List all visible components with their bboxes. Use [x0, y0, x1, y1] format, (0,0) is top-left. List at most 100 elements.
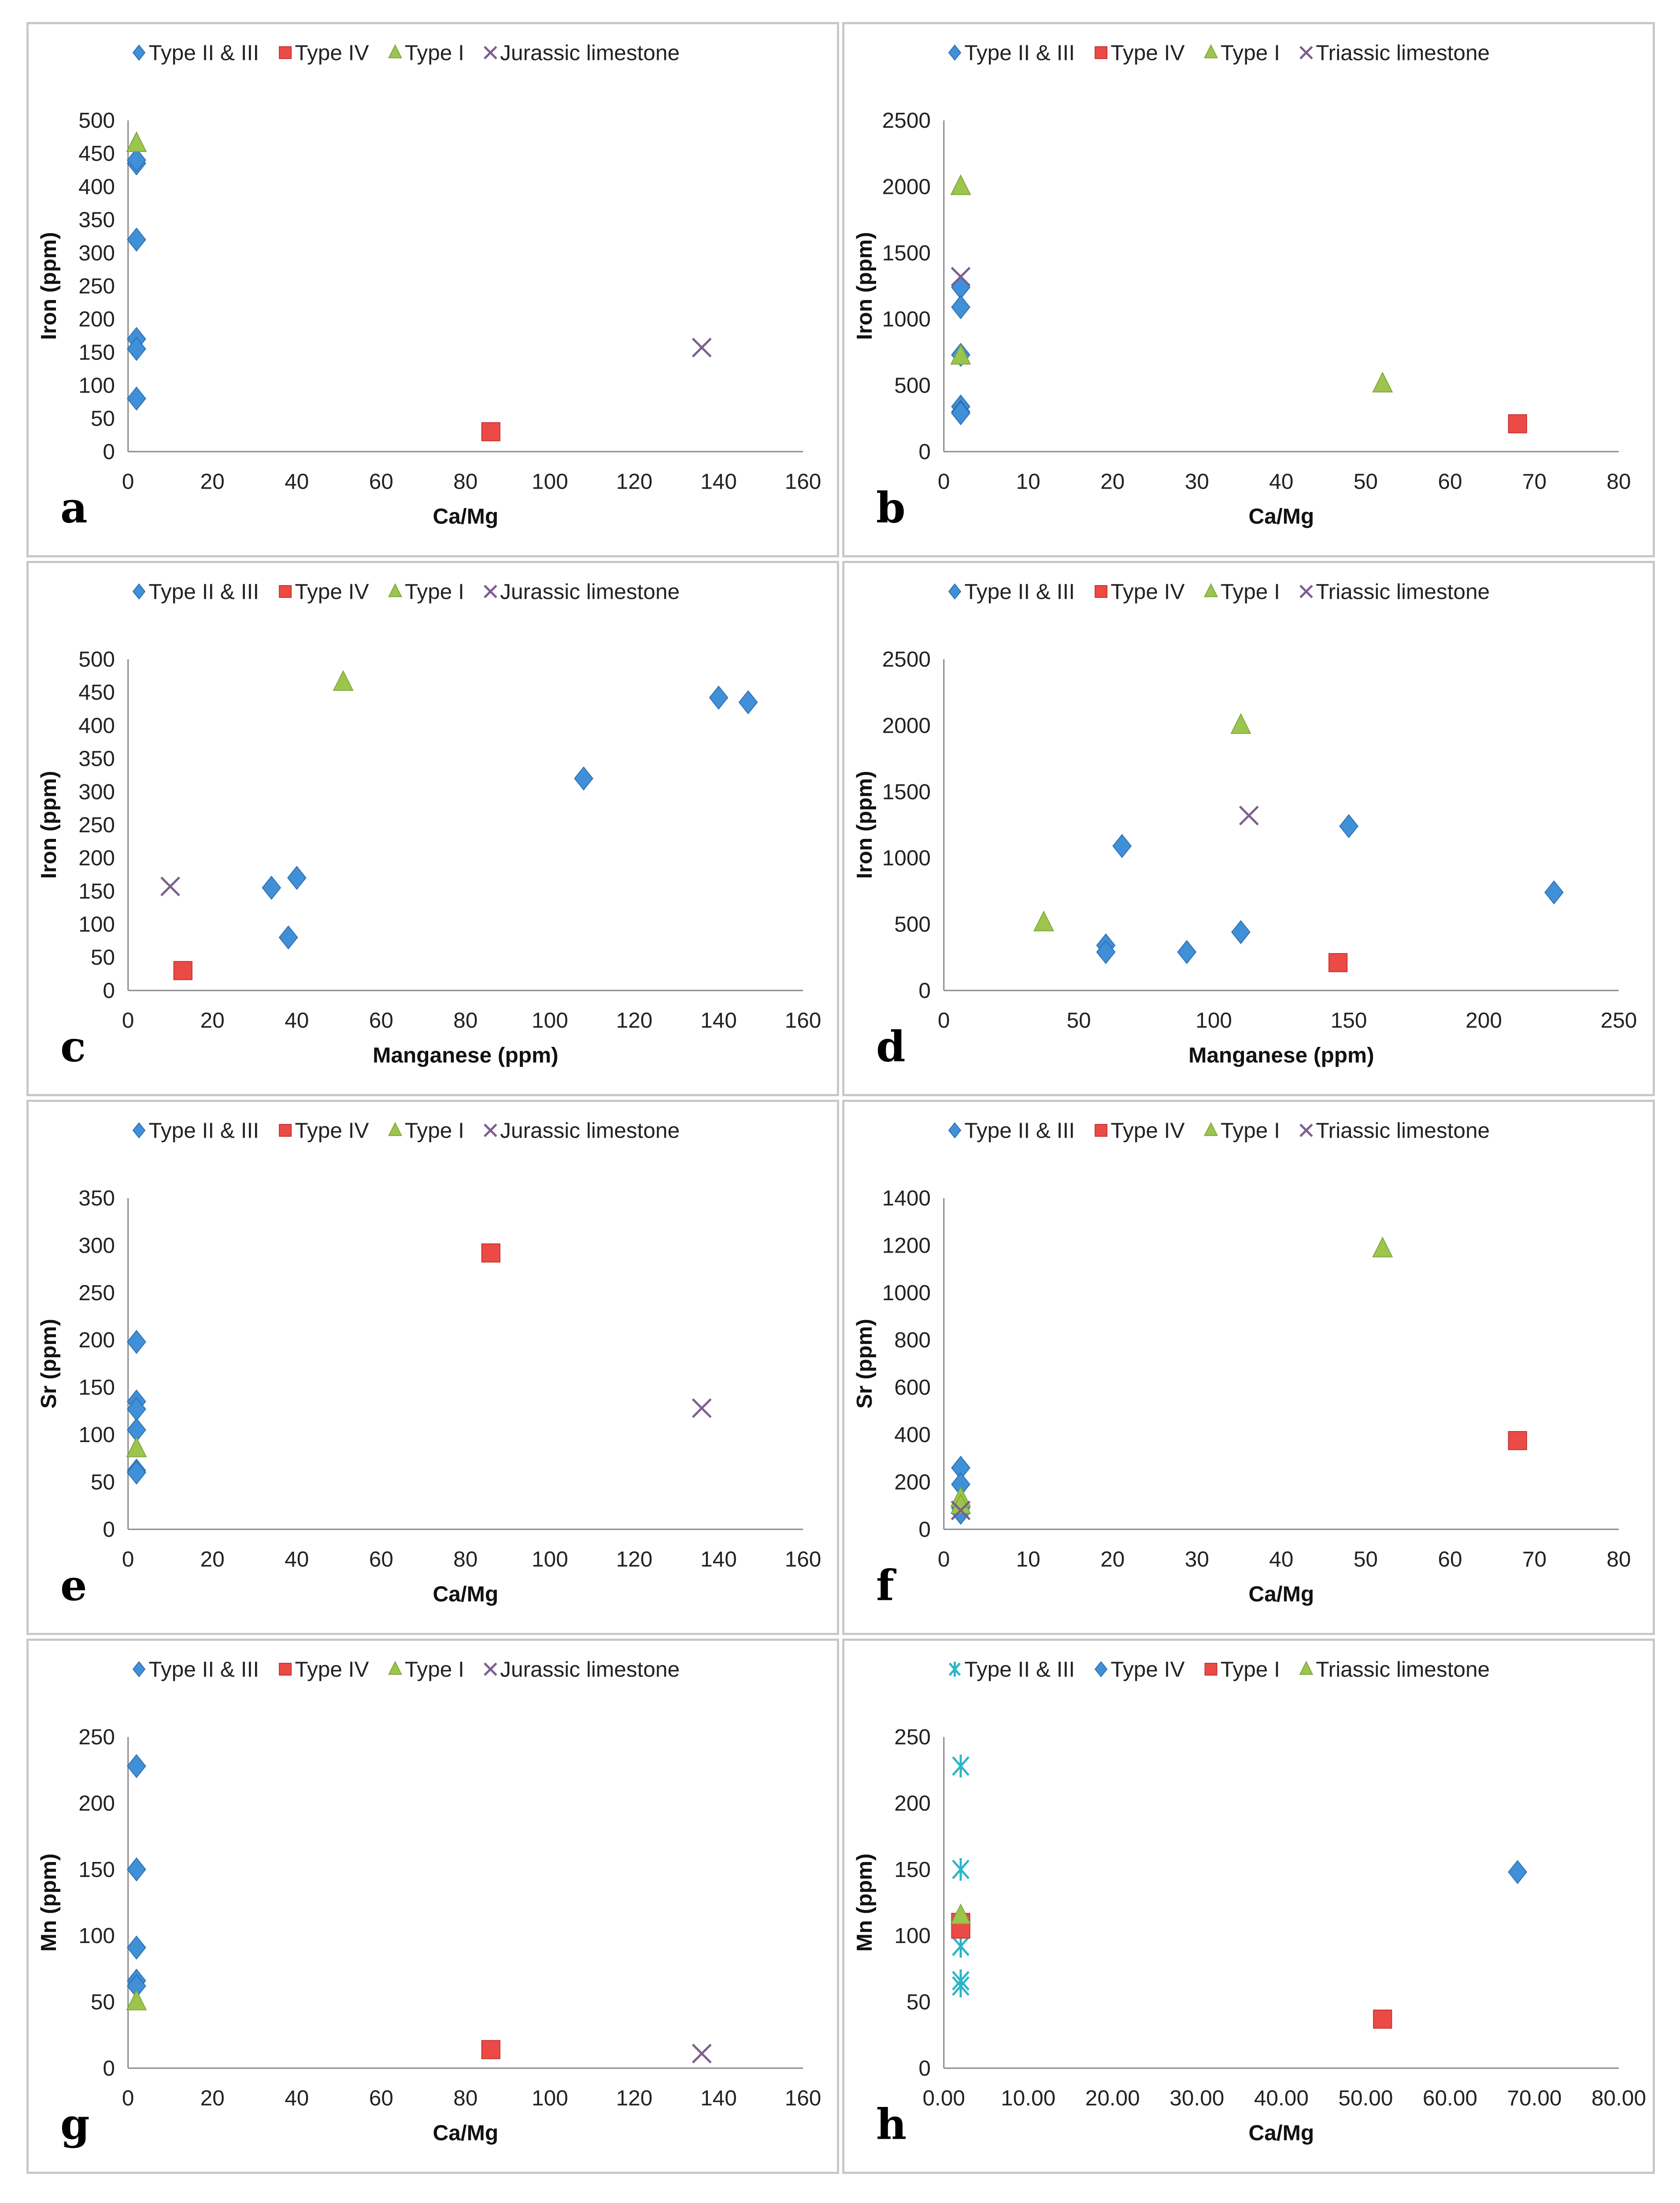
- x-tick-label: 50.00: [1338, 2085, 1393, 2110]
- x-tick-label: 200: [1465, 1008, 1502, 1032]
- series-type-ii-iii: [1096, 814, 1564, 964]
- y-tick-label: 1000: [882, 1280, 931, 1305]
- x-tick-label: 20: [200, 469, 225, 493]
- y-tick-label: 400: [894, 1422, 931, 1447]
- x-tick-label: 60: [369, 1547, 393, 1571]
- series-type-iv: [1508, 414, 1527, 434]
- x-tick-label: 40: [285, 469, 309, 493]
- data-point: [709, 686, 729, 710]
- x-tick-label: 20: [200, 1547, 225, 1571]
- y-tick-label: 500: [78, 647, 115, 671]
- legend-diamond-icon: [132, 1122, 146, 1139]
- y-axis-title: Iron (ppm): [852, 771, 877, 879]
- x-tick-label: 40.00: [1254, 2085, 1309, 2110]
- data-point: [950, 174, 971, 195]
- legend-label: Type II & III: [964, 1657, 1075, 1681]
- x-tick-label: 40: [285, 1547, 309, 1571]
- data-point: [951, 1500, 971, 1521]
- data-point: [1373, 2010, 1392, 2029]
- x-tick-label: 80: [453, 2085, 477, 2110]
- x-tick-label: 120: [616, 1008, 653, 1032]
- y-tick-label: 2000: [882, 713, 931, 738]
- x-tick-label: 0: [122, 469, 134, 493]
- series-type-i: [950, 174, 1393, 393]
- legend-label: Type IV: [1110, 579, 1184, 604]
- legend: Type II & III Type IV Type I Jurassic limes…: [132, 1118, 680, 1142]
- y-tick-label: 100: [78, 373, 115, 397]
- x-axis-title: Ca/Mg: [433, 504, 499, 529]
- y-tick-label: 150: [78, 1375, 115, 1400]
- legend-triangle-icon: [388, 583, 402, 597]
- x-tick-label: 60: [1438, 469, 1462, 493]
- y-tick-label: 200: [78, 846, 115, 870]
- x-tick-label: 80: [1606, 469, 1631, 493]
- data-point: [1372, 371, 1393, 393]
- data-point: [287, 865, 307, 890]
- y-tick-label: 600: [894, 1375, 931, 1400]
- x-tick-label: 40: [285, 1008, 309, 1032]
- series-type-i: [126, 1436, 147, 1458]
- legend-label: Type II & III: [964, 40, 1075, 65]
- y-tick-label: 450: [78, 141, 115, 166]
- y-tick-label: 0: [918, 1517, 931, 1542]
- x-tick-label: 100: [532, 2085, 568, 2110]
- panel-letter: a: [60, 484, 88, 533]
- y-tick-label: 500: [894, 912, 931, 936]
- x-tick-label: 0: [122, 1008, 134, 1032]
- data-point: [1544, 880, 1564, 905]
- y-tick-label: 0: [103, 2056, 115, 2081]
- scatter-plot-b: 0 500 1000 1500 2000 2500 0 10 20 30 40 50 60 70 80 Ca/…: [852, 40, 1631, 533]
- x-tick-label: 140: [700, 469, 737, 493]
- y-tick-label: 150: [894, 1857, 931, 1882]
- data-point: [1372, 1236, 1393, 1257]
- x-tick-label: 0: [122, 1547, 134, 1571]
- data-point: [126, 1436, 147, 1458]
- panel-letter: c: [60, 1023, 86, 1072]
- data-point: [160, 876, 180, 897]
- legend-label: Type IV: [295, 1657, 369, 1681]
- data-point: [950, 344, 971, 365]
- legend-diamond-icon: [132, 583, 146, 600]
- x-tick-label: 140: [700, 1547, 737, 1571]
- legend-diamond-icon: [948, 583, 962, 600]
- scatter-plot-c: 0 50 100 150 200 250 300 350 400 450 500 0 20 40 60 80 1…: [36, 579, 821, 1072]
- series-triassic-limestone: [950, 1903, 971, 1925]
- legend-triangle-icon: [1204, 44, 1218, 59]
- legend-label: Type I: [405, 40, 464, 65]
- x-tick-label: 70.00: [1507, 2085, 1562, 2110]
- panel-letter: b: [876, 484, 906, 533]
- legend: Type II & III Type IV Type I Jurassic limes…: [132, 579, 680, 604]
- x-tick-label: 0: [938, 469, 950, 493]
- data-point: [173, 961, 192, 980]
- legend-cross-icon: [1299, 1124, 1313, 1137]
- data-point: [1230, 713, 1251, 734]
- y-tick-label: 1400: [882, 1186, 931, 1210]
- panel-letter: f: [876, 1561, 897, 1610]
- data-point: [1231, 920, 1251, 945]
- y-tick-label: 50: [907, 1989, 931, 2014]
- x-tick-label: 20: [200, 2085, 225, 2110]
- legend-label: Triassic limestone: [1316, 579, 1490, 604]
- legend-cross-icon: [484, 585, 497, 598]
- x-axis-title: Manganese (ppm): [1188, 1043, 1374, 1068]
- data-point: [333, 670, 354, 691]
- legend-triangle-icon: [1204, 583, 1218, 597]
- x-tick-label: 80: [453, 469, 477, 493]
- y-tick-label: 350: [78, 1186, 115, 1210]
- data-point: [952, 1935, 970, 1958]
- chart-panel-h: 0 50 100 150 200 250 0.00 10.00 20.00 30.00 40.00 5…: [842, 1639, 1655, 2174]
- x-tick-label: 60: [369, 2085, 393, 2110]
- series-type-iv: [1508, 1860, 1528, 1884]
- x-tick-label: 10: [1016, 1547, 1040, 1571]
- series-type-iv: [481, 1243, 500, 1263]
- y-axis-title: Iron (ppm): [852, 232, 877, 340]
- legend-diamond-icon: [948, 45, 962, 61]
- y-tick-label: 0: [918, 2056, 931, 2081]
- legend-label: Triassic limestone: [1316, 40, 1490, 65]
- legend-label: Type I: [1221, 40, 1280, 65]
- y-tick-label: 200: [78, 307, 115, 331]
- x-tick-label: 160: [785, 469, 821, 493]
- data-point: [1177, 940, 1197, 964]
- legend-diamond-icon: [1094, 1661, 1108, 1677]
- legend-square-icon: [1204, 1662, 1217, 1676]
